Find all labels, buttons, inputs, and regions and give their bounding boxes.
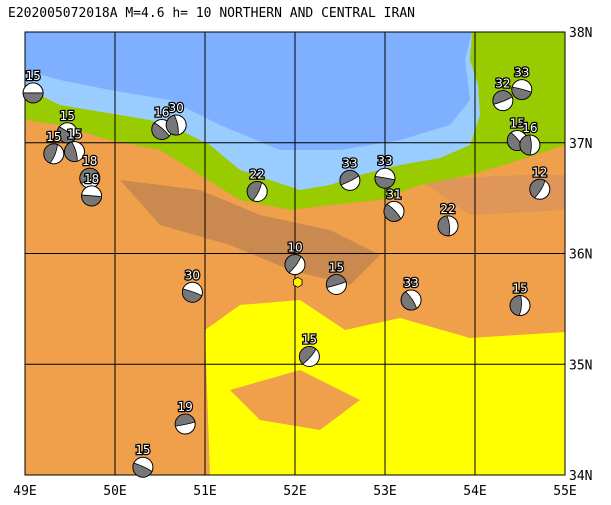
- lon-label: 51E: [193, 484, 216, 499]
- depth-label: 15: [510, 117, 525, 131]
- lat-label: 35N: [569, 358, 592, 373]
- beachball-quadrant: [165, 114, 179, 136]
- beachball: [246, 180, 268, 202]
- beachball: [325, 274, 347, 296]
- beachball-quadrant: [182, 288, 203, 303]
- beachball-quadrant: [299, 346, 317, 365]
- beachball-quadrant: [437, 215, 451, 237]
- beachball: [81, 185, 103, 207]
- beachball-quadrant: [284, 254, 302, 274]
- beachball: [519, 134, 541, 156]
- beachball-quadrant: [246, 181, 263, 201]
- depth-label: 33: [377, 154, 392, 168]
- beachball: [339, 169, 361, 191]
- lat-label: 38N: [569, 26, 592, 41]
- lon-label: 52E: [283, 484, 306, 499]
- beachball-quadrant: [81, 194, 102, 207]
- beachball: [298, 345, 320, 367]
- depth-label: 22: [250, 167, 265, 181]
- beachball-quadrant: [56, 126, 76, 144]
- beachball: [64, 141, 85, 163]
- depth-label: 19: [178, 400, 193, 414]
- map-title: E202005072018A M=4.6 h= 10 NORTHERN AND …: [8, 6, 415, 21]
- depth-label: 15: [135, 443, 150, 457]
- beachball-quadrant: [132, 462, 153, 478]
- beachball: [56, 122, 78, 144]
- beachball-quadrant: [79, 167, 99, 185]
- lon-label: 49E: [13, 484, 36, 499]
- depth-label: 15: [329, 261, 344, 275]
- beachball-quadrant: [64, 141, 78, 163]
- depth-label: 15: [25, 69, 40, 83]
- beachball-quadrant: [174, 413, 196, 427]
- beachball-quadrant: [509, 295, 522, 316]
- beachball: [181, 281, 203, 303]
- depth-label: 15: [46, 130, 61, 144]
- lat-label: 36N: [569, 248, 592, 263]
- depth-label: 31: [386, 187, 401, 201]
- depth-label: 30: [185, 268, 200, 282]
- beachball: [492, 90, 514, 112]
- beachball-quadrant: [400, 291, 418, 311]
- beachball: [43, 143, 65, 165]
- beachball-quadrant: [151, 122, 170, 140]
- lat-label: 37N: [569, 137, 592, 152]
- lat-label: 34N: [569, 469, 592, 484]
- depth-label: 10: [287, 241, 302, 255]
- beachball: [400, 289, 422, 311]
- lon-label: 53E: [373, 484, 396, 499]
- beachball-quadrant: [43, 143, 58, 164]
- beachball-quadrant: [374, 176, 396, 189]
- beachball: [529, 178, 551, 200]
- depth-label: 22: [440, 202, 455, 216]
- depth-label: 15: [67, 128, 82, 142]
- beachball-quadrant: [339, 170, 360, 186]
- depth-label: 18: [82, 154, 97, 168]
- depth-label: 15: [512, 282, 527, 296]
- depth-label: 16: [522, 121, 537, 135]
- depth-label: 18: [84, 172, 99, 186]
- beachball-quadrant: [519, 134, 532, 156]
- depth-label: 33: [342, 156, 357, 170]
- depth-label: 32: [495, 77, 510, 91]
- lon-label: 50E: [103, 484, 126, 499]
- depth-label: 30: [169, 101, 184, 115]
- beachball: [79, 167, 101, 189]
- beachball-quadrant: [529, 178, 546, 199]
- depth-label: 16: [154, 105, 169, 119]
- depth-label: 33: [514, 66, 529, 80]
- beachball: [22, 82, 44, 104]
- depth-label: 15: [60, 109, 75, 123]
- beachball: [437, 215, 459, 237]
- beachball-quadrant: [511, 86, 532, 100]
- depth-label: 33: [403, 276, 418, 290]
- beachball: [374, 167, 396, 189]
- beachball-quadrant: [326, 274, 347, 288]
- beachball: [383, 200, 405, 222]
- depth-label: 12: [532, 165, 547, 179]
- lon-label: 55E: [553, 484, 576, 499]
- lon-label: 54E: [463, 484, 486, 499]
- beachball-quadrant: [22, 92, 44, 104]
- beachball: [284, 254, 306, 276]
- beachball: [174, 413, 196, 435]
- beachball: [132, 456, 154, 478]
- beachball: [511, 79, 533, 101]
- beachball: [165, 114, 187, 136]
- depth-label: 15: [302, 332, 317, 346]
- beachball: [509, 295, 531, 317]
- beachball-quadrant: [383, 203, 402, 222]
- beachball-quadrant: [492, 90, 513, 105]
- epicenter: [292, 276, 303, 288]
